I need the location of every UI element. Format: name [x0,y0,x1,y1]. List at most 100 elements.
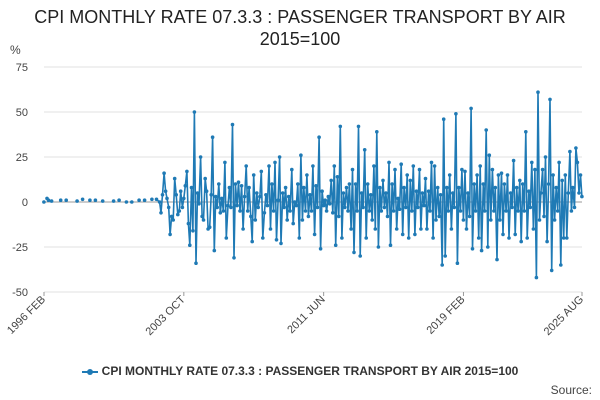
data-point [210,135,215,139]
data-point [505,173,510,177]
data-point [508,191,513,195]
data-point [223,160,227,165]
data-point [552,218,557,222]
data-point [296,182,300,186]
data-point [463,169,467,174]
data-point [327,202,332,206]
data-point [507,236,511,240]
data-point [277,155,282,159]
data-point [534,275,539,280]
data-point [435,185,440,190]
data-point [484,128,489,132]
data-point [75,199,79,203]
data-point [372,164,376,168]
data-point [268,227,273,231]
data-point [365,182,370,186]
data-point [499,171,504,175]
data-point [341,191,346,195]
data-point [288,209,292,213]
data-point [249,214,253,219]
data-point [285,218,290,222]
data-point [229,205,233,210]
data-point [498,218,502,222]
data-point [530,160,534,165]
data-point [458,209,463,213]
data-point [432,164,437,168]
data-point [46,198,51,202]
data-point [93,198,98,202]
data-point [318,247,323,251]
data-point [242,194,247,199]
data-point [169,214,174,219]
data-point [218,211,223,215]
data-point [262,211,267,215]
data-point [347,182,352,186]
data-point [235,203,239,208]
data-point [543,155,548,159]
data-point [394,227,399,231]
data-point [362,148,367,152]
data-point [524,130,528,134]
data-point [375,130,379,134]
data-point [309,209,314,213]
data-point [356,124,361,129]
data-point [194,261,198,266]
data-point [273,160,277,165]
x-tick-label: 2019 FEB [425,294,468,337]
data-point [238,209,242,213]
data-point [461,218,466,222]
data-point [259,169,264,174]
data-point [220,196,224,201]
series-line [155,91,583,279]
data-point [111,199,116,203]
y-tick-label: 0 [22,197,28,209]
data-point [251,173,256,177]
data-point [326,194,331,199]
data-point [317,135,321,139]
data-point [397,207,402,211]
data-point [329,178,334,183]
data-point [542,214,546,219]
data-point [376,245,381,249]
data-point [312,232,317,237]
data-point [250,239,254,244]
data-point [575,160,580,165]
data-point [271,209,276,213]
data-point [443,254,448,258]
data-point [527,189,531,193]
data-point [207,225,212,229]
data-point [203,176,207,181]
data-point [413,232,417,237]
data-point [467,214,472,219]
data-point [537,218,542,222]
data-point [466,191,470,195]
data-point [373,227,378,231]
data-point [364,236,369,240]
data-point [504,209,508,213]
data-point [265,203,270,208]
data-point [476,236,481,240]
data-point [197,202,201,206]
chart-title: CPI MONTHLY RATE 07.3.3 : PASSENGER TRAN… [34,7,566,49]
data-point [227,185,232,190]
data-point [256,205,261,210]
data-point [88,198,92,202]
data-point [279,241,283,246]
data-point [142,198,147,202]
data-point [479,248,484,253]
data-point [566,191,571,195]
data-point [528,205,533,210]
data-point [482,209,487,213]
data-point [549,268,554,273]
data-point [174,193,178,197]
y-tick-label: 50 [16,107,28,119]
data-point [297,236,302,240]
data-point [80,197,85,202]
data-point [454,112,458,116]
data-point [555,209,560,213]
chart-legend[interactable]: CPI MONTHLY RATE 07.3.3 : PASSENGER TRAN… [0,364,600,378]
data-point [195,191,200,195]
data-point [166,205,171,210]
data-point [367,209,372,213]
data-point [230,122,235,127]
